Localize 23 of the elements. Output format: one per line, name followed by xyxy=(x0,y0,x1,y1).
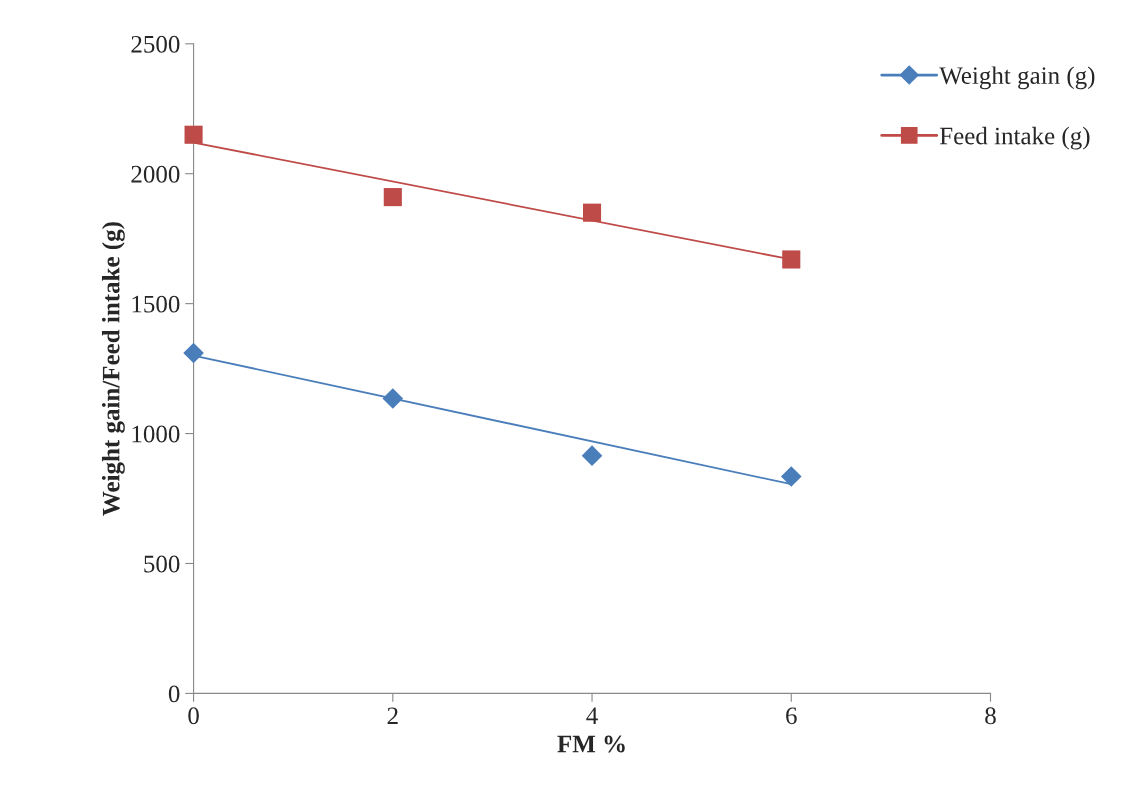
point xyxy=(782,250,801,269)
y-tick-label: 2500 xyxy=(131,35,180,53)
y-tick-label: 1000 xyxy=(132,425,180,443)
point xyxy=(582,203,602,222)
y-tick-label: 1500 xyxy=(132,295,180,313)
point xyxy=(780,466,802,487)
x-tick-label: 6 xyxy=(786,707,797,725)
legend-label: Weight gain (g) xyxy=(939,66,1095,90)
point xyxy=(184,125,203,144)
y-tick-label: 2000 xyxy=(131,165,180,183)
legend-label: Feed intake (g) xyxy=(939,126,1090,150)
x-tick-label: 4 xyxy=(586,707,598,724)
point xyxy=(581,445,603,466)
y-tick-label: 0 xyxy=(168,685,180,703)
point xyxy=(383,188,402,207)
x-axis-title: FM % xyxy=(557,735,625,753)
y-tick-label: 500 xyxy=(144,555,180,573)
x-tick-label: 2 xyxy=(387,707,398,724)
point xyxy=(183,342,204,364)
point xyxy=(382,388,404,409)
x-tick-label: 8 xyxy=(985,707,996,725)
y-axis-title: Weight gain/Feed intake (g) xyxy=(101,222,125,516)
x-tick-label: 0 xyxy=(188,707,199,725)
